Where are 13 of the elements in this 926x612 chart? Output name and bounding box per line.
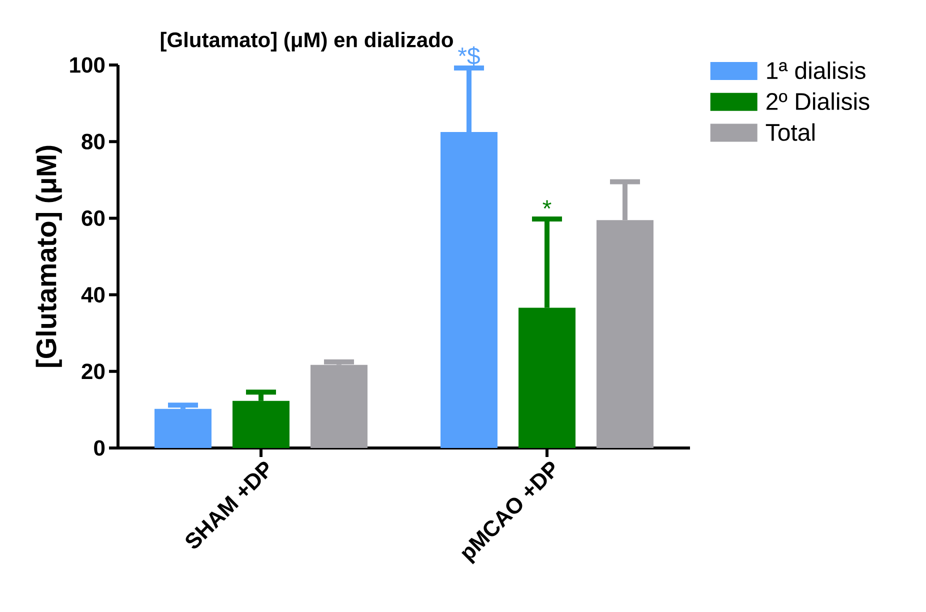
- legend-label: Total: [766, 123, 814, 141]
- legend-label: 1ª dialisis: [767, 62, 866, 80]
- legend-label: 2º Dialisis: [766, 92, 870, 110]
- y-tick-label: 0: [94, 440, 105, 456]
- y-tick-label: 80: [82, 134, 105, 150]
- y-tick-label: 20: [82, 364, 105, 380]
- chart-title: [Glutamato] (μM) en dializado: [160, 32, 453, 52]
- annotation: *$: [458, 46, 480, 66]
- y-tick-label: 60: [82, 210, 105, 226]
- y-tick-label: 100: [70, 57, 105, 73]
- annotation: *: [542, 200, 552, 209]
- y-axis-title: [Glutamato] (μM): [36, 146, 62, 367]
- y-tick-label: 40: [81, 286, 105, 303]
